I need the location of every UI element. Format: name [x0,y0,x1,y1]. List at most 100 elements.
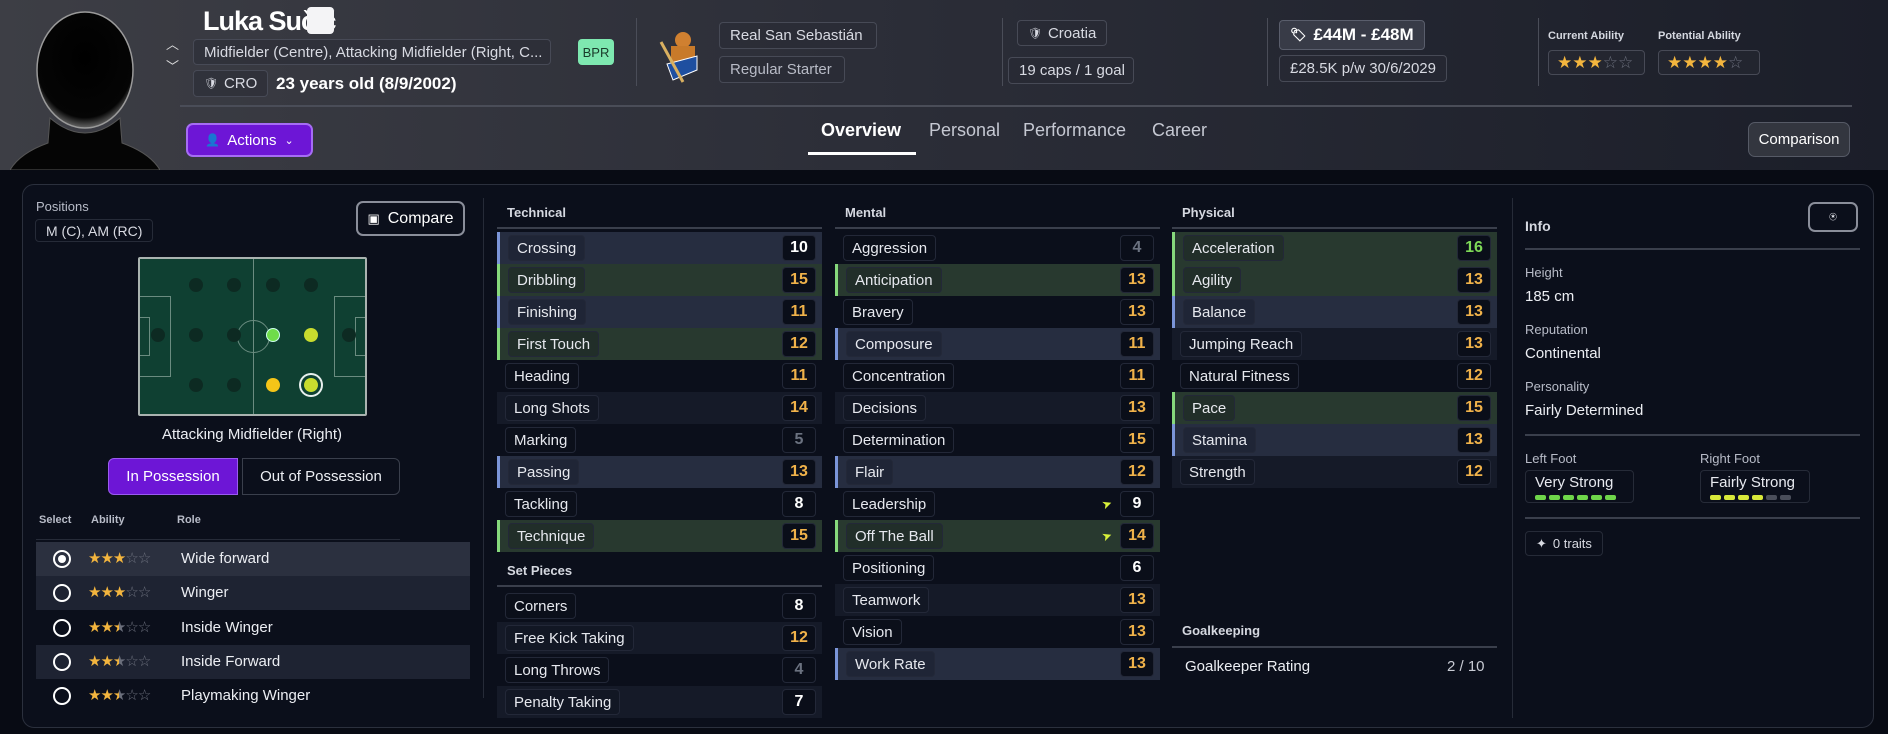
attribute-row[interactable]: Anticipation 13 [835,264,1160,296]
tab-overview[interactable]: Overview [821,120,902,140]
chevron-down-icon: ⌄ [284,134,294,147]
attribute-row[interactable]: Decisions 13 [835,392,1160,424]
attribute-row[interactable]: Free Kick Taking 12 [497,622,822,654]
attribute-row[interactable]: Crossing 10 [497,232,822,264]
role-radio[interactable] [53,550,71,568]
attribute-row[interactable]: Composure 11 [835,328,1160,360]
contract-end: 30/6/2029 [1369,60,1436,77]
attribute-row[interactable]: Penalty Taking 7 [497,686,822,718]
role-row[interactable]: ★★★☆☆ Inside Winger [36,611,470,645]
header-role: Role [177,514,201,526]
attribute-name: Determination [843,427,955,453]
position-dot[interactable] [189,328,203,342]
set_pieces-title: Set Pieces [507,563,573,578]
nation-pill[interactable]: 🛡 Croatia [1017,20,1108,46]
role-row[interactable]: ★★★☆☆ Winger [36,576,470,611]
attribute-row[interactable]: Pace 15 [1172,392,1497,424]
comparison-button[interactable]: Comparison [1748,122,1850,157]
role-row[interactable]: ★★★☆☆ Inside Forward [36,644,470,679]
attribute-row[interactable]: Leadership 9 ➤ [835,488,1160,520]
previous-player-chevron-icon[interactable]: ︿ [166,37,180,52]
attribute-row[interactable]: Aggression 4 [835,232,1160,264]
in-possession-tab[interactable]: In Possession [108,458,238,495]
role-row[interactable]: ★★★☆☆ Playmaking Winger [36,679,470,713]
attribute-name: Work Rate [846,651,935,677]
position-dot[interactable] [304,278,318,292]
role-radio[interactable] [53,584,71,603]
position-dot[interactable] [151,328,165,342]
role-radio[interactable] [53,687,71,706]
attribute-value: 4 [1120,235,1154,261]
attribute-row[interactable]: Work Rate 13 [835,648,1160,680]
favourite-checkbox[interactable] [307,7,334,34]
role-radio[interactable] [53,652,71,671]
attribute-row[interactable]: Flair 12 [835,456,1160,488]
attribute-row[interactable]: Agility 13 [1172,264,1497,296]
attribute-name: Off The Ball [846,523,943,549]
position-dot-mc[interactable] [266,328,280,342]
player-card-button[interactable]: ⍟ [1808,202,1858,232]
attribute-row[interactable]: First Touch 12 [497,328,822,360]
attribute-row[interactable]: Passing 13 [497,456,822,488]
position-dot[interactable] [227,278,241,292]
attribute-row[interactable]: Marking 5 [497,424,822,456]
attribute-name: Passing [508,459,580,485]
out-of-possession-tab[interactable]: Out of Possession [242,458,400,495]
attribute-row[interactable]: Stamina 13 [1172,424,1497,456]
attribute-row[interactable]: Bravery 13 [835,296,1160,328]
attribute-name: Dribbling [508,267,586,293]
tab-performance[interactable]: Performance [1023,120,1127,140]
left-foot-meter [1535,495,1619,500]
attribute-row[interactable]: Jumping Reach 13 [1172,328,1497,360]
attribute-row[interactable]: Strength 12 [1172,456,1497,488]
next-player-chevron-icon[interactable]: ﹀ [166,59,180,74]
club-name[interactable]: Real San Sebastián [719,22,877,49]
tab-personal[interactable]: Personal [929,120,1001,140]
attribute-row[interactable]: Balance 13 [1172,296,1497,328]
attribute-row[interactable]: Concentration 11 [835,360,1160,392]
attribute-row[interactable]: Acceleration 16 [1172,232,1497,264]
attribute-row[interactable]: Long Shots 14 [497,392,822,424]
position-dot[interactable] [342,328,356,342]
attribute-row[interactable]: Vision 13 [835,616,1160,648]
attribute-row[interactable]: Technique 15 [497,520,822,552]
price-tag-icon: 🏷 [1290,27,1307,42]
position-dot[interactable] [227,328,241,342]
position-dot[interactable] [189,278,203,292]
divider [1172,227,1497,229]
attribute-row[interactable]: Teamwork 13 [835,584,1160,616]
attribute-value: 13 [1457,267,1491,293]
compare-button[interactable]: ▣ Compare [356,201,465,236]
left-foot-box: Very Strong [1525,470,1634,503]
attribute-row[interactable]: Dribbling 15 [497,264,822,296]
divider [497,585,822,587]
attribute-row[interactable]: Natural Fitness 12 [1172,360,1497,392]
attribute-row[interactable]: Long Throws 4 [497,654,822,686]
position-dot[interactable] [227,378,241,392]
role-radio[interactable] [53,618,71,637]
role-name: Wide forward [181,550,270,567]
attribute-row[interactable]: Finishing 11 [497,296,822,328]
attribute-row[interactable]: Tackling 8 [497,488,822,520]
position-dot[interactable] [266,278,280,292]
position-dot-mr[interactable] [266,378,280,392]
attribute-row[interactable]: Corners 8 [497,590,822,622]
attribute-row[interactable]: Off The Ball 14 ➤ [835,520,1160,552]
attribute-row[interactable]: Determination 15 [835,424,1160,456]
attribute-value: 12 [782,625,816,651]
attribute-name: Teamwork [843,587,930,613]
position-dot-amr-selected[interactable] [304,378,318,392]
role-row[interactable]: ★★★☆☆ Wide forward [36,542,470,576]
attribute-row[interactable]: Positioning 6 [835,552,1160,584]
attribute-value: 13 [1120,299,1154,325]
position-dot[interactable] [189,378,203,392]
actions-button[interactable]: 👤 Actions ⌄ [186,123,313,157]
position-dot-amc[interactable] [304,328,318,342]
traits-button[interactable]: ✦ 0 traits [1525,531,1603,556]
attribute-value: 8 [782,491,816,517]
tab-career[interactable]: Career [1152,120,1208,140]
attribute-value: 15 [1120,427,1154,453]
attribute-row[interactable]: Heading 11 [497,360,822,392]
attribute-name: Marking [505,427,577,453]
nationality-pill: 🛡 CRO [193,70,269,97]
